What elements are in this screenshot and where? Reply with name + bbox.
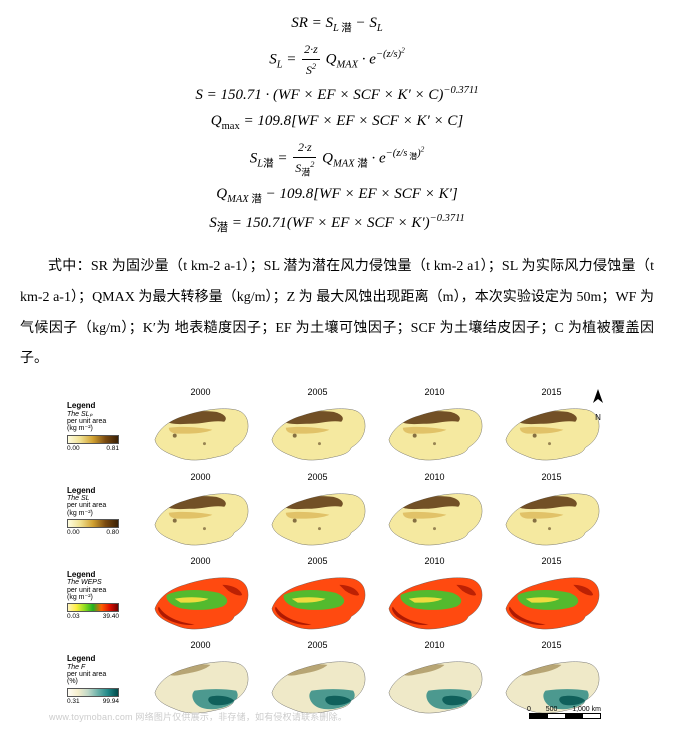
map-panel: 2010 (379, 472, 490, 552)
eq7: S潜 = 150.71(WF × EF × SCF × K′)−0.3711 (20, 210, 654, 238)
scale-num: 500 (546, 706, 558, 713)
year-label: 2000 (145, 387, 256, 397)
year-label: 2005 (262, 556, 373, 566)
maps-figure: Legend The SLₚ per unit area (kg m⁻²) 0.… (67, 387, 607, 721)
year-label: 2005 (262, 387, 373, 397)
eq1: SR = SL 潜 − SL (20, 11, 654, 38)
year-label: 2000 (145, 640, 256, 650)
year-label: 2005 (262, 472, 373, 482)
year-label: 2010 (379, 472, 490, 482)
legend-sl: Legend The SL per unit area (kg m⁻²) 0.0… (67, 487, 145, 537)
year-label: 2015 (496, 640, 607, 650)
legend-weps: Legend The WEPS per unit area (kg m⁻²) 0… (67, 571, 145, 621)
year-label: 2015 (496, 472, 607, 482)
scale-num: 1,000 km (572, 706, 601, 713)
scale-num: 0 (527, 706, 531, 713)
eq2: SL = 2·zS2 QMAX · e−(z/s)2 (20, 39, 654, 81)
eq5: SL潜 = 2·zS潜2 QMAX 潜 · e−(z/s 潜)2 (20, 137, 654, 181)
map-panel: 2015 (496, 472, 607, 552)
map-panel: 2005 (262, 387, 373, 467)
eq4: Qmax = 109.8[WF × EF × SCF × K′ × C] (20, 109, 654, 136)
variable-definitions-paragraph: 式中：SR 为固沙量（t km-2 a-1）；SL 潜为潜在风力侵蚀量（t km… (20, 252, 654, 375)
eq3: S = 150.71 · (WF × EF × SCF × K′ × C)−0.… (20, 82, 654, 109)
map-panel: 2000 (145, 472, 256, 552)
legend-f: Legend The F per unit area (%) 0.3199.94 (67, 655, 145, 705)
map-panel: 2005 (262, 556, 373, 636)
equation-block: SR = SL 潜 − SL SL = 2·zS2 QMAX · e−(z/s)… (20, 11, 654, 238)
map-row-weps: Legend The WEPS per unit area (kg m⁻²) 0… (67, 556, 607, 636)
map-panel: 2000 (145, 640, 256, 720)
map-row-sl: Legend The SL per unit area (kg m⁻²) 0.0… (67, 472, 607, 552)
scale-bar: 0 500 1,000 km (529, 706, 601, 719)
map-panel: 2000 (145, 387, 256, 467)
year-label: 2015 (496, 556, 607, 566)
year-label: 2000 (145, 472, 256, 482)
map-panel: 2010 (379, 556, 490, 636)
map-panel: 2015 (496, 556, 607, 636)
north-label: N (591, 413, 605, 422)
map-panel: 2005 (262, 640, 373, 720)
map-row-f: Legend The F per unit area (%) 0.3199.94… (67, 640, 607, 720)
legend-slf: Legend The SLₚ per unit area (kg m⁻²) 0.… (67, 402, 145, 452)
map-panel: 2005 (262, 472, 373, 552)
year-label: 2005 (262, 640, 373, 650)
map-panel: 2010 (379, 387, 490, 467)
watermark-text: www.toymoban.com 网络图片仅供展示，非存储，如有侵权请联系删除。 (49, 710, 347, 723)
year-label: 2010 (379, 640, 490, 650)
map-row-slf: Legend The SLₚ per unit area (kg m⁻²) 0.… (67, 387, 607, 467)
year-label: 2010 (379, 556, 490, 566)
map-panel: 2000 (145, 556, 256, 636)
map-panel: 2010 (379, 640, 490, 720)
north-arrow: N (591, 389, 605, 422)
year-label: 2010 (379, 387, 490, 397)
year-label: 2000 (145, 556, 256, 566)
eq6: QMAX 潜 − 109.8[WF × EF × SCF × K′] (20, 182, 654, 209)
